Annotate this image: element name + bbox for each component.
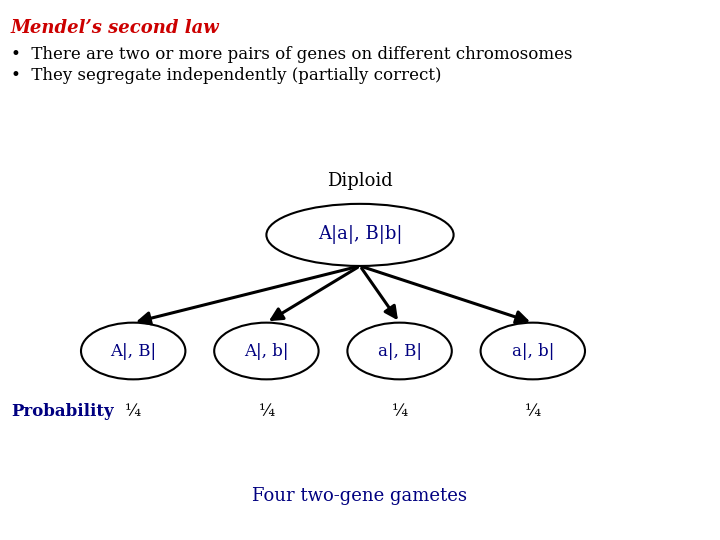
Text: •  There are two or more pairs of genes on different chromosomes: • There are two or more pairs of genes o…: [11, 46, 572, 63]
Text: A|, B|: A|, B|: [110, 342, 156, 360]
Text: ¼: ¼: [525, 403, 541, 420]
Text: Four two-gene gametes: Four two-gene gametes: [253, 487, 467, 505]
Text: A|a|, B|b|: A|a|, B|b|: [318, 225, 402, 245]
Text: ¼: ¼: [125, 403, 141, 420]
Text: a|, b|: a|, b|: [512, 342, 554, 360]
Text: ¼: ¼: [392, 403, 408, 420]
Text: Probability: Probability: [11, 403, 114, 420]
Text: a|, B|: a|, B|: [377, 342, 422, 360]
Text: Mendel’s second law: Mendel’s second law: [11, 19, 220, 37]
Text: Diploid: Diploid: [327, 172, 393, 191]
Text: ¼: ¼: [258, 403, 274, 420]
Text: A|, b|: A|, b|: [244, 342, 289, 360]
Text: •  They segregate independently (partially correct): • They segregate independently (partiall…: [11, 68, 441, 84]
